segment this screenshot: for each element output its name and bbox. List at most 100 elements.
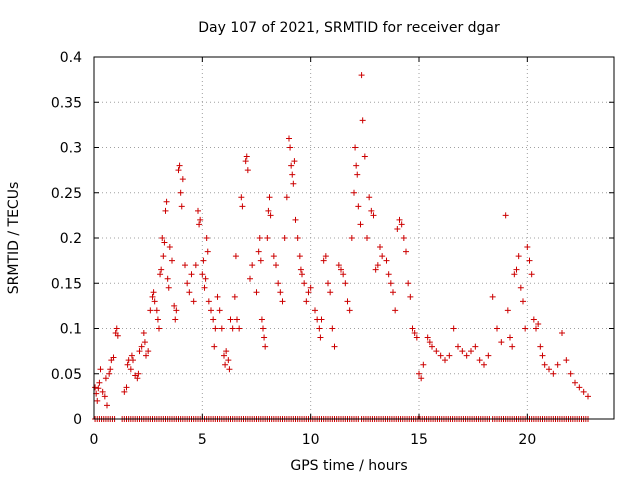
data-point [99, 388, 106, 395]
data-point [291, 158, 298, 165]
data-point [301, 280, 308, 287]
data-point [143, 352, 149, 359]
data-point [387, 280, 394, 287]
data-point [164, 275, 171, 282]
data-point [335, 262, 342, 269]
data-point [208, 307, 214, 314]
data-point [182, 262, 188, 269]
data-point [92, 384, 99, 391]
x-tick-label: 0 [90, 432, 99, 448]
data-point [357, 221, 364, 228]
data-point [498, 339, 505, 346]
data-point [354, 171, 361, 178]
data-point [242, 158, 249, 165]
data-point [211, 343, 218, 350]
data-point [281, 235, 288, 241]
data-point [400, 235, 407, 241]
data-point [151, 298, 158, 305]
y-tick-label: 0.35 [51, 95, 82, 111]
data-point [216, 307, 223, 314]
data-point [359, 117, 366, 124]
chart-title: Day 107 of 2021, SRMTID for receiver dga… [198, 20, 500, 36]
data-point [572, 379, 578, 386]
data-point [199, 271, 206, 278]
y-tick-label: 0.2 [60, 231, 82, 247]
data-point [222, 361, 229, 368]
data-point [196, 221, 203, 228]
data-point [292, 216, 299, 223]
data-point [255, 248, 262, 255]
data-point [364, 235, 370, 241]
data-point [138, 343, 145, 350]
data-point [559, 330, 565, 337]
data-point [394, 225, 401, 232]
data-point [227, 316, 234, 323]
data-point [130, 357, 136, 364]
data-point [175, 167, 182, 174]
y-tick-label: 0.05 [51, 367, 82, 383]
data-point [262, 343, 269, 350]
data-point [398, 221, 405, 228]
data-point [94, 397, 101, 404]
data-point [123, 384, 130, 391]
data-point [113, 325, 120, 332]
data-point [261, 334, 268, 341]
data-point [154, 316, 161, 323]
data-point [348, 235, 355, 241]
x-tick-label: 10 [302, 432, 320, 448]
data-point [403, 248, 409, 255]
data-point [171, 302, 178, 309]
data-point [176, 162, 183, 169]
data-point [405, 280, 412, 287]
data-point [297, 266, 304, 273]
data-point [239, 203, 246, 210]
data-point [201, 284, 208, 291]
data-point [225, 357, 232, 364]
data-point [163, 198, 170, 205]
data-point [411, 330, 418, 337]
data-point [140, 330, 147, 337]
data-point [95, 385, 102, 392]
data-point [260, 325, 266, 332]
data-point [539, 352, 546, 359]
data-point [418, 375, 425, 382]
data-point [476, 357, 483, 364]
data-point [162, 207, 169, 214]
data-point [385, 271, 392, 278]
data-point [114, 332, 121, 339]
data-point [169, 257, 175, 264]
data-point [511, 271, 518, 278]
data-point [472, 343, 479, 350]
data-point [294, 235, 301, 241]
data-point [361, 153, 368, 160]
data-point [396, 216, 403, 223]
data-point [459, 348, 466, 355]
data-point [370, 212, 377, 219]
data-point [429, 343, 435, 350]
data-point [157, 271, 164, 278]
data-point [231, 293, 238, 300]
data-point [494, 325, 500, 332]
data-point [366, 194, 373, 201]
data-point [223, 348, 230, 355]
data-point [526, 257, 533, 264]
data-point [218, 325, 225, 332]
y-axis-ticks: 0 0.05 0.1 0.15 0.2 0.25 0.3 0.35 0.4 [51, 50, 614, 428]
data-point [192, 262, 199, 269]
data-point [318, 316, 325, 323]
data-point [188, 271, 195, 278]
data-point [159, 235, 166, 241]
data-point [212, 325, 219, 332]
data-point [134, 375, 141, 382]
data-point [124, 361, 131, 368]
data-point [576, 384, 583, 391]
data-point [232, 253, 239, 260]
data-point [416, 370, 422, 377]
data-point [520, 298, 526, 305]
data-point [585, 393, 591, 400]
data-point [110, 354, 117, 361]
data-point [244, 167, 251, 174]
data-point [504, 307, 511, 314]
data-point [351, 189, 357, 196]
data-point [442, 357, 448, 364]
